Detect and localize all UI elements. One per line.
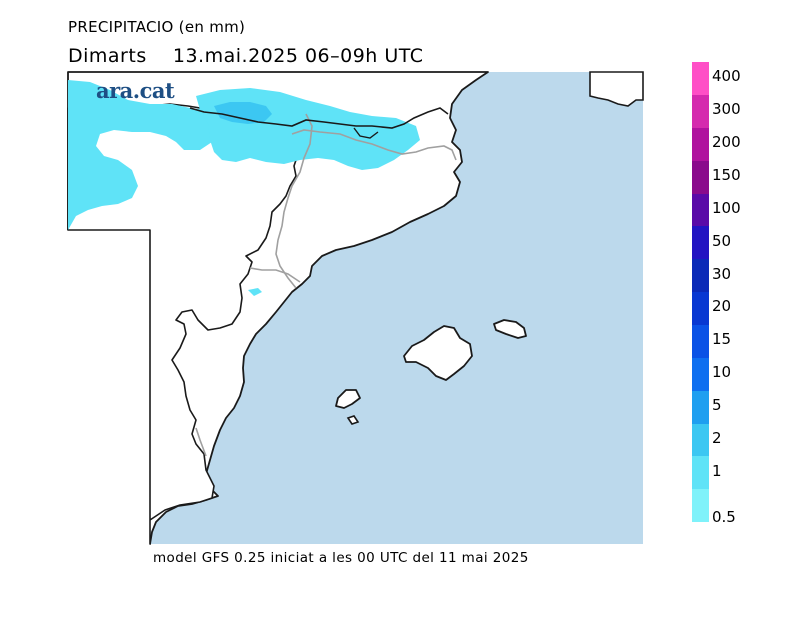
border-valencia-south <box>195 427 207 457</box>
land-corner <box>589 71 644 107</box>
legend-swatch <box>692 456 709 490</box>
precip-area-pyrenees-core <box>214 102 272 124</box>
legend-colorbar <box>692 62 709 523</box>
border-aragon <box>275 113 313 289</box>
legend-label: 300 <box>712 100 741 119</box>
legend-swatch <box>692 292 709 325</box>
precip-area-west <box>68 80 230 230</box>
legend-label: 20 <box>712 297 732 316</box>
precip-area-blob <box>248 288 262 296</box>
legend-swatch <box>692 94 709 128</box>
legend-swatch <box>692 62 709 95</box>
legend-label: 0.5 <box>712 508 736 526</box>
legend-label: 100 <box>712 198 741 217</box>
map-subtitle: Dimarts 13.mai.2025 06–09h UTC <box>68 45 424 67</box>
legend-label: 1 <box>712 461 722 480</box>
legend-swatch <box>692 127 709 161</box>
legend-swatch <box>692 226 709 260</box>
legend-label: 150 <box>712 166 741 184</box>
legend-swatch <box>692 324 709 358</box>
ara-cat-logo: ara.cat <box>96 78 175 103</box>
legend-swatch <box>692 160 709 194</box>
legend-label: 15 <box>712 330 732 349</box>
border-valencia <box>249 267 301 283</box>
island-formentera <box>346 415 360 425</box>
legend-label: 2 <box>712 428 722 447</box>
island-ibiza <box>335 389 361 409</box>
inland-west-edge <box>67 103 299 545</box>
outside-domain <box>0 230 150 560</box>
map-title: PRECIPITACIO (en mm) <box>68 18 246 36</box>
border-andorra <box>353 127 379 139</box>
border-france <box>291 129 457 161</box>
border-pyrenees <box>189 107 449 129</box>
island-menorca <box>493 319 527 339</box>
legend-swatch <box>692 489 709 523</box>
legend-label: 200 <box>712 133 741 152</box>
legend-swatch <box>692 390 709 424</box>
legend-swatch <box>692 259 709 293</box>
legend-label: 5 <box>712 396 722 414</box>
island-mallorca <box>403 325 473 381</box>
legend-swatch <box>692 423 709 457</box>
legend-label: 10 <box>712 363 732 382</box>
legend-swatch <box>692 357 709 391</box>
model-info: model GFS 0.25 iniciat a les 00 UTC del … <box>153 550 529 566</box>
legend-label: 400 <box>712 67 741 86</box>
legend-label: 30 <box>712 264 732 283</box>
legend-swatch <box>692 193 709 227</box>
legend-label: 50 <box>712 231 732 250</box>
